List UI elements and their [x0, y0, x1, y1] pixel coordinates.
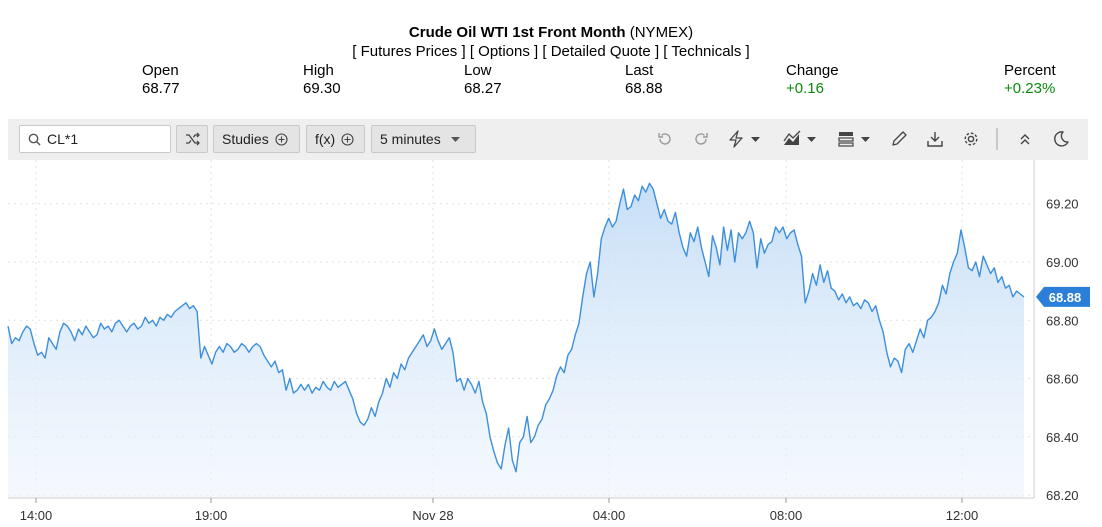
chart-toolbar: Studies f(x) 5 minutes — [8, 119, 1088, 160]
functions-label: f(x) — [315, 131, 336, 147]
x-tick-label: 14:00 — [20, 508, 53, 523]
interval-label: 5 minutes — [380, 131, 441, 147]
percent-value: +0.23% — [1004, 80, 1056, 97]
lightning-icon[interactable] — [726, 128, 762, 150]
plus-circle-icon — [275, 132, 288, 146]
open-stat: Open 68.77 — [142, 62, 180, 98]
studies-label: Studies — [222, 131, 269, 147]
x-tick-label: 08:00 — [770, 508, 803, 523]
futures-prices-link[interactable]: [ Futures Prices ] — [352, 43, 466, 60]
symbol-search[interactable] — [19, 125, 171, 153]
symbol-input[interactable] — [47, 131, 167, 147]
high-stat: High 69.30 — [303, 62, 341, 98]
x-tick-label: Nov 28 — [412, 508, 453, 523]
price-area — [8, 183, 1024, 499]
last-label: Last — [625, 62, 654, 79]
detailed-quote-link[interactable]: [ Detailed Quote ] — [542, 43, 660, 60]
low-stat: Low 68.27 — [464, 62, 502, 98]
change-label: Change — [786, 62, 839, 79]
download-icon[interactable] — [924, 128, 946, 150]
price-chart[interactable]: 69.20 69.00 68.80 68.60 68.40 68.20 14:00 19:0… — [0, 160, 1102, 527]
instrument-name: Crude Oil WTI 1st Front Month — [408, 24, 626, 41]
y-tick-label: 68.40 — [1046, 430, 1079, 445]
last-price-badge: 68.88 — [1036, 286, 1090, 307]
last-value: 68.88 — [625, 80, 663, 97]
technicals-link[interactable]: [ Technicals ] — [663, 43, 750, 60]
undo-icon[interactable] — [654, 128, 676, 150]
y-tick-label: 69.00 — [1046, 255, 1079, 270]
template-icon[interactable] — [836, 128, 872, 150]
price-line — [7, 182, 1025, 473]
moon-icon[interactable] — [1050, 128, 1072, 150]
x-axis: 14:00 19:00 Nov 28 04:00 08:00 12:00 — [20, 498, 979, 523]
y-axis: 69.20 69.00 68.80 68.60 68.40 68.20 — [1046, 197, 1079, 503]
toolbar-divider — [996, 128, 998, 150]
change-stat: Change +0.16 — [786, 62, 839, 98]
x-tick-label: 12:00 — [946, 508, 979, 523]
x-tick-label: 19:00 — [195, 508, 228, 523]
instrument-title: Crude Oil WTI 1st Front Month (NYMEX) — [0, 24, 1102, 41]
studies-button[interactable]: Studies — [213, 125, 300, 153]
low-value: 68.27 — [464, 80, 502, 97]
percent-stat: Percent +0.23% — [1004, 62, 1056, 98]
high-label: High — [303, 62, 334, 79]
chart-style-icon[interactable] — [782, 128, 818, 150]
plus-circle-icon — [341, 132, 354, 146]
gear-icon[interactable] — [960, 128, 982, 150]
search-icon — [20, 133, 47, 146]
redo-icon[interactable] — [690, 128, 712, 150]
change-value: +0.16 — [786, 80, 824, 97]
y-tick-label: 69.20 — [1046, 197, 1079, 212]
open-label: Open — [142, 62, 179, 79]
last-stat: Last 68.88 — [625, 62, 663, 98]
caret-down-icon — [450, 136, 460, 142]
low-label: Low — [464, 62, 492, 79]
x-tick-label: 04:00 — [593, 508, 626, 523]
collapse-icon[interactable] — [1014, 128, 1036, 150]
functions-button[interactable]: f(x) — [306, 125, 365, 153]
quote-links: [ Futures Prices ] [ Options ] [ Detaile… — [0, 43, 1102, 60]
options-link[interactable]: [ Options ] — [469, 43, 539, 60]
shuffle-icon — [185, 132, 200, 146]
interval-select[interactable]: 5 minutes — [371, 125, 476, 153]
pencil-icon[interactable] — [888, 128, 910, 150]
exchange-name: (NYMEX) — [629, 24, 694, 41]
y-tick-label: 68.80 — [1046, 313, 1079, 328]
open-value: 68.77 — [142, 80, 180, 97]
y-tick-label: 68.60 — [1046, 372, 1079, 387]
percent-label: Percent — [1004, 62, 1056, 79]
last-price-badge-shape — [1036, 286, 1090, 307]
last-price-label: 68.88 — [1049, 290, 1082, 305]
high-value: 69.30 — [303, 80, 341, 97]
y-tick-label: 68.20 — [1046, 488, 1079, 503]
compare-button[interactable] — [176, 125, 208, 153]
